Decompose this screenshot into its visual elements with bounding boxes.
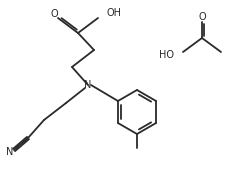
- Text: O: O: [198, 12, 206, 22]
- Text: HO: HO: [159, 50, 174, 60]
- Text: OH: OH: [106, 8, 121, 18]
- Text: N: N: [6, 147, 14, 157]
- Text: N: N: [84, 80, 92, 90]
- Text: O: O: [50, 9, 58, 19]
